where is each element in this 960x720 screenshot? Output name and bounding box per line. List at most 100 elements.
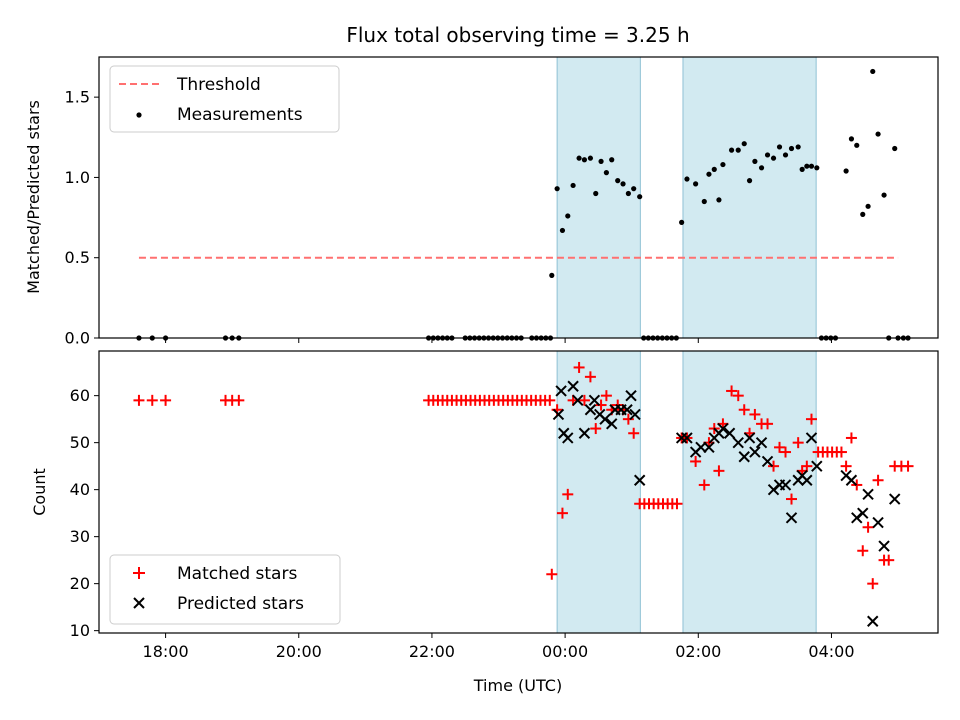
bottom-y-tick-label: 30 <box>70 527 90 546</box>
measurement-point <box>808 163 815 169</box>
matched-star-point <box>671 498 683 510</box>
measurement-point <box>752 158 758 164</box>
measurement-point <box>865 203 871 209</box>
measurement-point <box>693 181 699 187</box>
top-y-ticks: 0.0 0.5 1.0 1.5 <box>65 88 99 348</box>
top-y-tick-label: 1.0 <box>65 168 90 187</box>
matched-star-point <box>805 413 817 425</box>
measurement-point <box>728 147 735 153</box>
measurement-point <box>711 166 717 172</box>
predicted-star-point <box>681 432 693 444</box>
legend-predicted-label: Predicted stars <box>177 594 304 614</box>
measurement-point <box>554 186 560 192</box>
matched-star-point <box>840 460 852 472</box>
top-shaded-spans <box>556 56 817 339</box>
matched-star-point <box>792 437 804 449</box>
predicted-star-point <box>717 422 729 435</box>
measurement-point <box>746 178 753 184</box>
matched-star-point <box>713 465 725 477</box>
predicted-star-point <box>749 446 761 458</box>
predicted-star-point <box>633 474 646 486</box>
matched-star-point <box>902 460 914 472</box>
predicted-star-point <box>572 394 584 407</box>
predicted-star-point <box>805 432 818 444</box>
bottom-x-tick-label: 18:00 <box>143 642 189 661</box>
legend-matched-label: Matched stars <box>177 564 297 584</box>
bottom-y-ticks: 10 20 30 40 50 60 <box>70 386 99 640</box>
matched-star-point <box>595 399 607 411</box>
matched-star-point <box>546 568 558 580</box>
bottom-y-tick-label: 10 <box>70 621 90 640</box>
predicted-star-point <box>578 427 591 439</box>
bottom-axes-frame <box>98 350 939 634</box>
measurement-point <box>716 197 722 203</box>
predicted-star-point <box>857 507 869 519</box>
measurement-point <box>758 165 765 171</box>
top-y-tick-label: 0.0 <box>65 329 90 348</box>
predicted-star-point <box>755 436 768 449</box>
measurement-point <box>848 136 855 142</box>
predicted-star-point <box>703 441 715 454</box>
top-span-0 <box>556 56 641 339</box>
predicted-star-point <box>599 413 611 425</box>
predicted-star-point <box>562 432 574 444</box>
bottom-span-1 <box>682 350 817 634</box>
measurement-point <box>706 171 712 177</box>
bottom-x-tick-label: 00:00 <box>542 642 588 661</box>
measurement-point <box>870 68 876 75</box>
predicted-star-point <box>801 474 813 486</box>
top-y-tick-label: 0.5 <box>65 248 90 267</box>
predicted-star-point <box>867 615 879 627</box>
measurement-point <box>782 152 789 158</box>
measurement-point <box>860 211 866 217</box>
measurement-point <box>701 198 707 205</box>
matched-star-point <box>698 479 710 491</box>
matched-star-point <box>590 423 602 435</box>
bottom-y-tick-label: 40 <box>70 480 90 499</box>
matched-star-point <box>726 385 738 397</box>
measurement-point <box>735 147 741 153</box>
matched-star-point <box>872 474 884 486</box>
bottom-y-axis-label: Count <box>30 468 49 516</box>
matched-star-point <box>749 408 761 420</box>
measurement-point <box>603 170 609 176</box>
matched-star-point <box>584 371 596 383</box>
x-axis-label: Time (UTC) <box>473 676 562 695</box>
bottom-x-tick-label: 04:00 <box>808 642 854 661</box>
matched-star-point <box>768 460 780 472</box>
measurement-point <box>587 155 594 161</box>
matched-star-point <box>233 394 245 406</box>
predicted-star-point <box>785 512 798 524</box>
measurement-point <box>570 182 576 189</box>
matched-star-point <box>146 394 158 406</box>
measurement-point <box>764 152 771 158</box>
predicted-star-point <box>779 479 792 491</box>
measurement-point <box>625 190 631 197</box>
measurement-point <box>598 158 604 164</box>
bottom-x-tick-label: 02:00 <box>675 642 721 661</box>
predicted-star-point <box>629 408 641 421</box>
predicted-star-point <box>723 427 736 439</box>
predicted-star-point <box>552 408 565 421</box>
predicted-star-point <box>555 385 567 397</box>
bottom-x-ticks: 18:00 20:00 22:00 00:00 02:00 04:00 <box>143 633 855 661</box>
matched-star-point <box>622 413 634 425</box>
matched-star-point <box>600 390 612 402</box>
matched-star-point <box>732 390 744 402</box>
top-legend-box <box>109 65 340 133</box>
matched-star-point <box>578 394 590 406</box>
predicted-star-point <box>845 474 858 486</box>
matched-star-point <box>562 488 574 500</box>
predicted-star-point <box>606 418 618 430</box>
top-legend: Threshold Measurements <box>109 65 340 133</box>
bottom-y-tick-label: 50 <box>70 433 90 452</box>
predicted-star-point <box>732 436 744 449</box>
measurement-point <box>593 190 599 197</box>
predicted-star-point <box>878 540 890 552</box>
matched-star-point <box>544 394 556 406</box>
matched-star-point <box>883 554 895 566</box>
measurement-point <box>788 145 795 152</box>
legend-measurement-label: Measurements <box>177 105 303 125</box>
legend-measurement-swatch <box>136 112 142 118</box>
